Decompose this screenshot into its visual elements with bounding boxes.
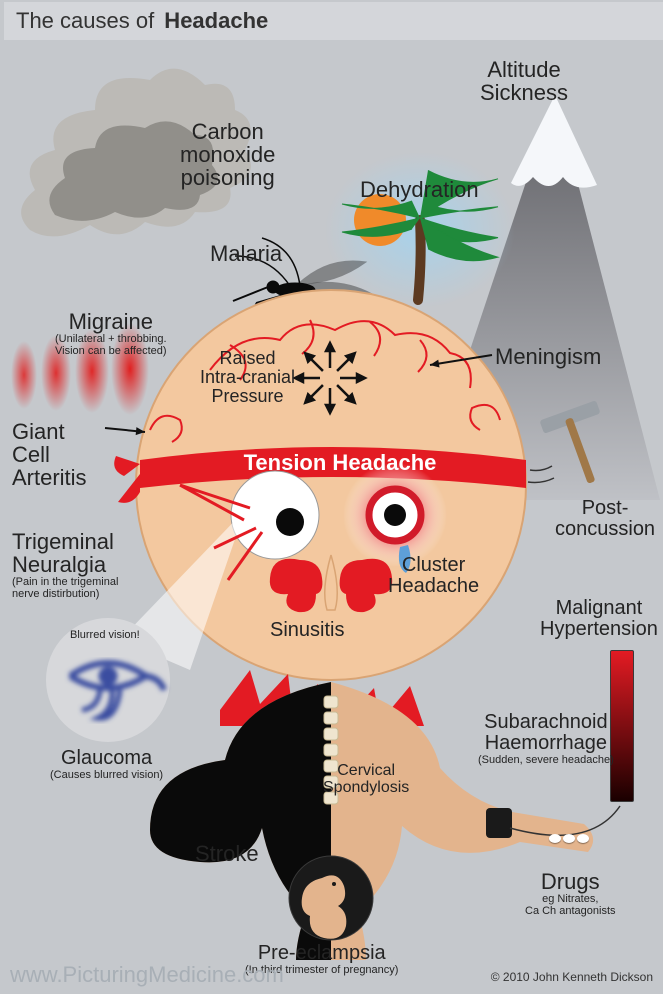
meningism-label: Meningism — [495, 345, 601, 368]
ricp-text: RaisedIntra-cranialPressure — [200, 348, 295, 406]
preeclampsia-text: Pre-eclampsia — [258, 942, 386, 964]
malaria-text: Malaria — [210, 241, 282, 266]
gca-text: GiantCellArteritis — [12, 419, 87, 490]
gca-label: GiantCellArteritis — [12, 420, 87, 489]
migraine-blob — [11, 341, 37, 409]
footer-copyright: © 2010 John Kenneth Dickson — [491, 970, 653, 984]
blurred-label: Blurred vision! — [70, 630, 140, 642]
post_concussion-label: Post-concussion — [555, 498, 655, 540]
stroke-text: Stroke — [195, 841, 259, 866]
sah-subtext: (Sudden, severe headache) — [478, 755, 614, 767]
glaucoma-label: Glaucoma(Causes blurred vision) — [50, 748, 163, 782]
sah-text: SubarachnoidHaemorrhage — [484, 711, 607, 754]
glaucoma-subtext: (Causes blurred vision) — [50, 770, 163, 782]
cluster-label: ClusterHeadache — [388, 555, 479, 597]
left-eye — [231, 471, 319, 559]
drugs-subtext: eg Nitrates,Ca Ch antagonists — [525, 894, 616, 917]
stroke-label: Stroke — [195, 842, 259, 865]
dehydration-text: Dehydration — [360, 177, 479, 202]
malignant-text: MalignantHypertension — [540, 597, 658, 640]
migraine-label: Migraine(Unilateral + throbbing.Vision c… — [55, 310, 167, 357]
ricp-label: RaisedIntra-cranialPressure — [200, 349, 295, 406]
trigeminal-subtext: (Pain in the trigeminalnerve distirbutio… — [12, 577, 118, 600]
malaria-label: Malaria — [210, 242, 282, 265]
sinus-icon — [270, 555, 392, 612]
blurred-text: Blurred vision! — [70, 629, 140, 641]
dehydration-label: Dehydration — [360, 178, 479, 201]
footer-url: www.PicturingMedicine.com — [10, 962, 284, 988]
meningism-text: Meningism — [495, 344, 601, 369]
glaucoma-text: Glaucoma — [61, 747, 152, 769]
migraine-subtext: (Unilateral + throbbing.Vision can be af… — [55, 334, 167, 357]
migraine-text: Migraine — [69, 309, 153, 334]
sinusitis-label: Sinusitis — [270, 620, 344, 641]
cervical-label: CervicalSpondylosis — [323, 763, 409, 797]
malignant-label: MalignantHypertension — [540, 598, 658, 640]
altitude-label: AltitudeSickness — [480, 58, 568, 104]
drugs-text: Drugs — [541, 869, 600, 894]
co-text: Carbonmonoxidepoisoning — [180, 119, 275, 190]
trigeminal-label: TrigeminalNeuralgia(Pain in the trigemin… — [12, 530, 118, 600]
watch-icon — [486, 808, 512, 838]
altitude-text: AltitudeSickness — [480, 57, 568, 105]
post_concussion-text: Post-concussion — [555, 497, 655, 540]
cervical-text: CervicalSpondylosis — [323, 762, 409, 796]
cluster-text: ClusterHeadache — [388, 554, 479, 597]
tension-headache-label: Tension Headache — [170, 450, 510, 476]
sah-label: SubarachnoidHaemorrhage(Sudden, severe h… — [478, 712, 614, 767]
drugs-label: Drugseg Nitrates,Ca Ch antagonists — [525, 870, 616, 917]
trigeminal-text: TrigeminalNeuralgia — [12, 529, 114, 577]
co-label: Carbonmonoxidepoisoning — [180, 120, 275, 189]
sinusitis-text: Sinusitis — [270, 619, 344, 641]
pills-icon — [548, 830, 590, 848]
